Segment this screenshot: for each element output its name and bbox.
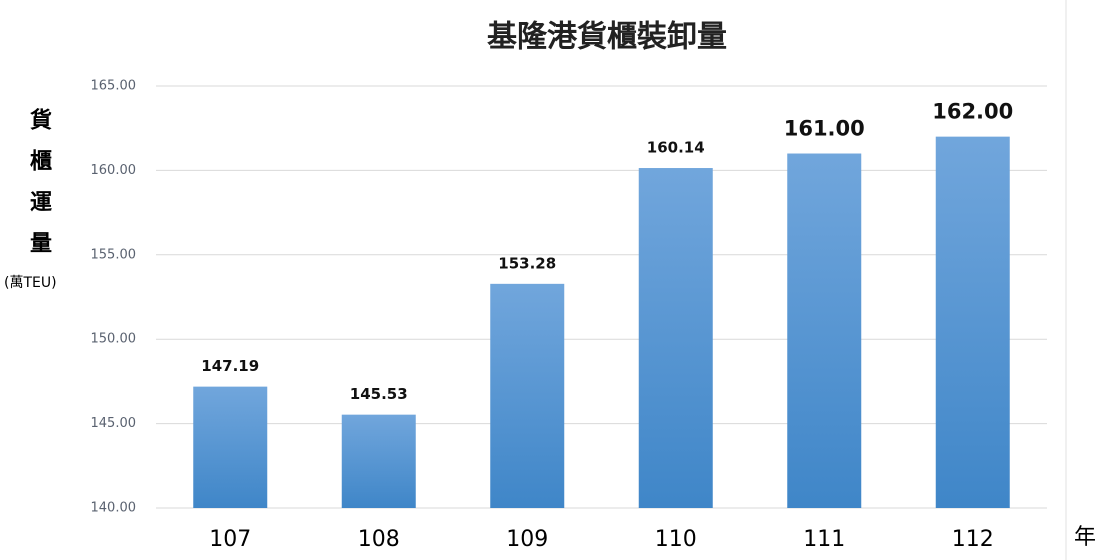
value-label: 153.28	[498, 254, 556, 272]
x-tick-label: 109	[506, 527, 548, 552]
bar	[341, 414, 416, 508]
y-tick-label: 160.00	[91, 163, 137, 178]
value-label: 145.53	[350, 385, 408, 403]
x-tick-label: 110	[655, 527, 697, 552]
bar	[638, 168, 713, 508]
x-tick-label: 107	[209, 527, 251, 552]
y-axis-label: 貨櫃運量	[26, 108, 51, 272]
value-label: 161.00	[784, 117, 865, 141]
x-axis-unit: 年	[1074, 525, 1096, 550]
bar	[787, 153, 862, 508]
y-tick-label: 145.00	[91, 416, 137, 431]
value-label: 162.00	[932, 100, 1013, 124]
y-axis-unit: (萬TEU)	[4, 275, 57, 291]
chart-title: 基隆港貨櫃裝卸量	[487, 20, 727, 55]
y-tick-label: 150.00	[91, 332, 137, 347]
x-tick-label: 111	[803, 527, 845, 552]
bar	[193, 386, 268, 508]
bar	[935, 136, 1010, 508]
value-label: 160.14	[647, 139, 705, 157]
value-label: 147.19	[201, 357, 259, 375]
y-tick-label: 155.00	[91, 247, 137, 262]
y-tick-label: 140.00	[91, 501, 137, 516]
bar	[490, 283, 565, 508]
y-tick-label: 165.00	[91, 79, 137, 94]
x-tick-label: 112	[952, 527, 994, 552]
x-tick-label: 108	[358, 527, 400, 552]
